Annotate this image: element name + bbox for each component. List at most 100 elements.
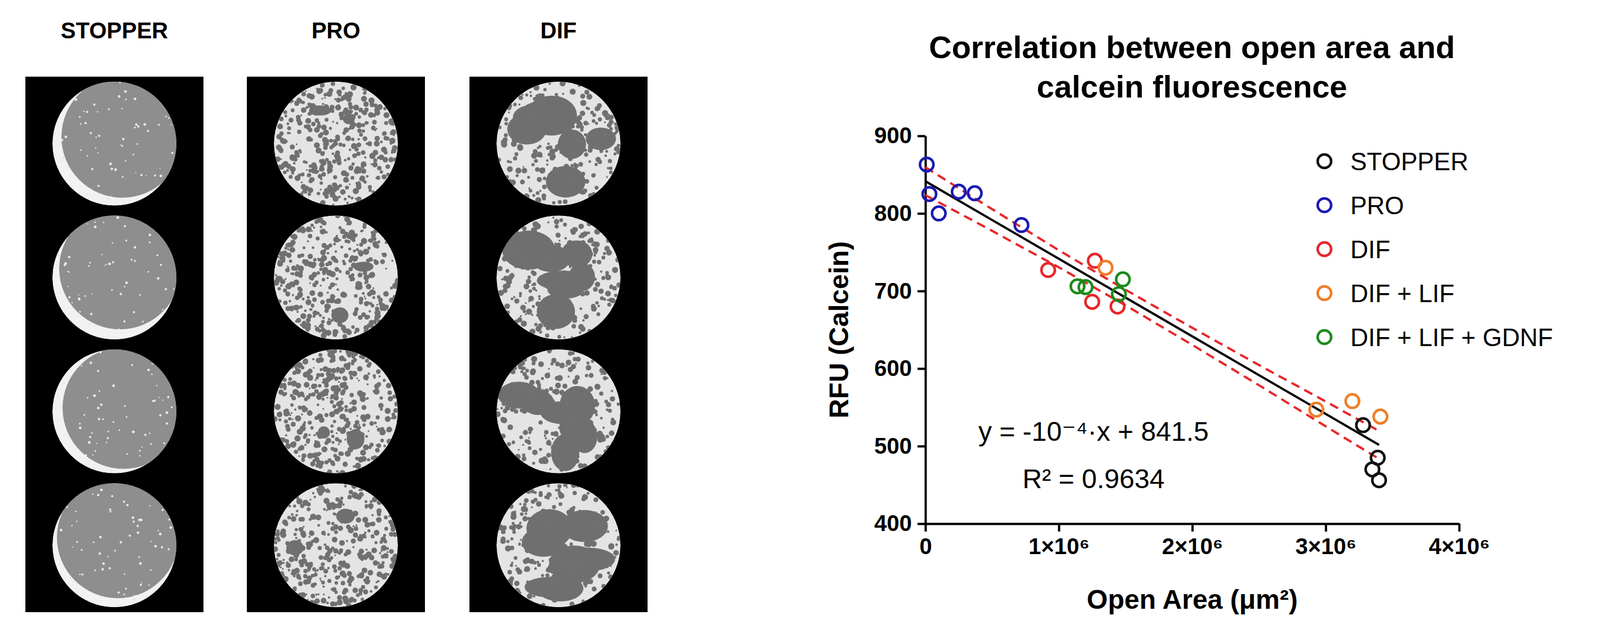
open-spot [331, 308, 336, 313]
open-spot [375, 175, 380, 180]
open-spot [346, 524, 351, 529]
open-spot [333, 139, 338, 144]
open-spot [328, 317, 331, 321]
open-spot [379, 396, 383, 400]
open-spot [367, 372, 371, 376]
open-spot [340, 98, 344, 102]
open-spot [297, 394, 301, 398]
speckle [80, 364, 83, 367]
open-spot [348, 575, 355, 582]
open-spot [357, 249, 363, 255]
open-spot [298, 516, 304, 522]
speckle [66, 506, 69, 508]
speckle [96, 493, 100, 496]
open-spot [297, 120, 303, 126]
open-spot [368, 309, 371, 313]
open-spot [371, 236, 377, 242]
open-spot [346, 539, 349, 543]
open-spot [307, 240, 310, 243]
open-spot [276, 411, 283, 418]
speckle [138, 518, 141, 521]
open-spot [278, 251, 284, 257]
open-spot [335, 97, 341, 103]
speckle [64, 135, 68, 139]
open-spot [301, 91, 307, 97]
open-spot [324, 383, 329, 388]
open-spot [389, 563, 396, 569]
open-spot [314, 379, 317, 381]
open-spot [371, 113, 376, 118]
open-spot [340, 397, 343, 400]
open-spot [334, 553, 336, 556]
open-spot [374, 541, 378, 544]
speckle [59, 291, 61, 294]
open-spot [299, 560, 301, 563]
open-spot [579, 93, 585, 99]
open-spot [294, 408, 297, 411]
open-spot [317, 593, 320, 596]
open-spot [321, 124, 327, 131]
speckle [157, 529, 159, 531]
open-spot [383, 539, 388, 544]
open-spot [388, 520, 390, 522]
open-spot [322, 584, 325, 588]
open-spot [344, 450, 352, 458]
open-spot [302, 358, 309, 365]
open-spot [370, 521, 376, 527]
open-spot [568, 124, 572, 128]
open-spot [290, 572, 294, 575]
open-spot [293, 304, 298, 309]
open-spot [389, 286, 393, 290]
speckle [123, 285, 126, 288]
open-spot [290, 234, 295, 239]
open-spot [507, 111, 510, 114]
open-spot [281, 568, 284, 570]
open-spot [326, 90, 333, 97]
open-spot [326, 533, 330, 536]
open-spot [286, 131, 290, 135]
open-spot [289, 259, 293, 263]
open-spot [357, 138, 360, 141]
open-spot [298, 581, 303, 586]
speckle [89, 361, 93, 365]
open-spot [384, 572, 388, 576]
open-spot [316, 216, 322, 223]
open-spot [340, 560, 347, 567]
speckle [142, 320, 144, 323]
open-spot [379, 407, 383, 411]
open-spot [337, 107, 340, 110]
open-spot [306, 92, 312, 99]
speckle [114, 549, 117, 552]
open-spot [337, 525, 343, 531]
open-spot [355, 524, 358, 526]
open-spot [313, 104, 318, 110]
open-spot [337, 565, 343, 571]
open-spot [392, 532, 398, 538]
open-spot [362, 222, 367, 227]
open-spot [374, 135, 380, 141]
open-spot [294, 435, 301, 442]
open-spot [363, 267, 369, 272]
open-spot [282, 575, 289, 583]
open-spot [392, 294, 397, 299]
open-spot [548, 82, 551, 85]
open-spot [309, 290, 316, 296]
open-spot [372, 295, 376, 299]
speckle [144, 596, 146, 598]
speckle [168, 518, 171, 521]
open-spot [346, 179, 349, 183]
open-spot [285, 442, 291, 449]
open-spot [613, 152, 617, 155]
open-spot [340, 390, 346, 396]
open-spot [348, 165, 354, 171]
speckle [144, 433, 147, 436]
speckle [63, 382, 66, 385]
open-spot [321, 171, 326, 177]
open-spot [366, 458, 371, 462]
well-image [271, 348, 400, 477]
open-spot [342, 503, 345, 506]
speckle [96, 152, 99, 154]
open-spot [364, 578, 371, 585]
open-spot [312, 366, 315, 369]
open-spot [321, 397, 325, 401]
